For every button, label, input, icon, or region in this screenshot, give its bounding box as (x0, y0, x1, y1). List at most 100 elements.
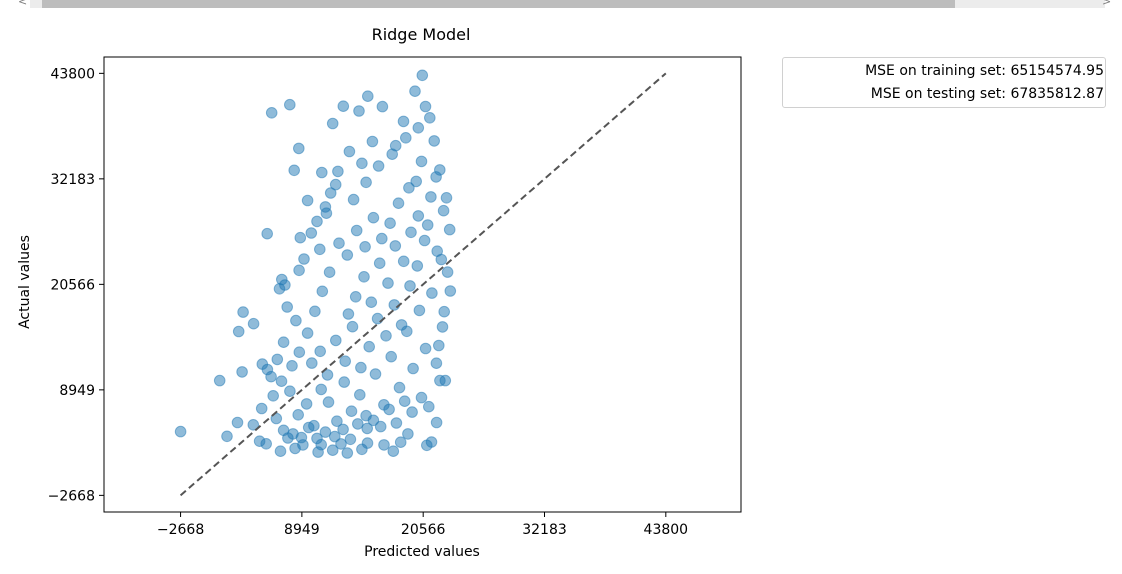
data-point (343, 145, 356, 158)
data-point (354, 389, 366, 401)
data-point (347, 193, 360, 206)
y-tick-label: 8949 (59, 383, 95, 399)
data-point (286, 360, 298, 372)
y-tick-label: 20566 (50, 277, 95, 293)
data-point (265, 370, 277, 383)
data-point (293, 346, 306, 359)
data-point (397, 115, 410, 128)
data-point (397, 255, 410, 268)
y-tick-label: −2668 (48, 488, 95, 504)
data-point (275, 375, 288, 388)
data-point (221, 430, 233, 443)
data-point (277, 336, 290, 349)
data-point (292, 409, 305, 421)
data-point (371, 312, 384, 325)
data-point (415, 391, 428, 404)
data-point (405, 226, 417, 239)
data-point (378, 439, 390, 451)
horizontal-scrollbar[interactable]: < > (0, 0, 1122, 14)
data-point (314, 243, 326, 256)
reference-diagonal-line (179, 72, 667, 497)
data-point (387, 445, 400, 458)
data-point (319, 201, 332, 213)
data-point (267, 390, 280, 402)
data-point (231, 416, 244, 429)
data-point (437, 204, 450, 217)
data-point (438, 305, 451, 318)
data-point (330, 334, 342, 347)
data-point (247, 419, 260, 431)
data-point (300, 398, 313, 410)
data-point (395, 319, 408, 331)
scroll-left-arrow-icon[interactable]: < (18, 0, 28, 8)
data-point (309, 305, 321, 318)
data-point (433, 339, 445, 352)
data-point (213, 374, 226, 387)
data-point (384, 217, 396, 229)
data-point (279, 279, 291, 291)
data-point (311, 432, 323, 445)
chart-title: Ridge Model (372, 25, 471, 44)
data-point (247, 317, 260, 330)
data-point (284, 385, 296, 398)
data-point (359, 241, 371, 253)
data-point (338, 376, 351, 388)
data-point (324, 187, 337, 199)
data-point (386, 148, 399, 160)
data-point (302, 421, 315, 434)
data-point (415, 155, 428, 168)
legend-entry-training-mse: MSE on training set: 65154574.95 (865, 63, 1104, 79)
data-point (274, 445, 287, 458)
data-point (345, 405, 358, 418)
data-point (341, 447, 354, 459)
data-point (344, 433, 357, 446)
data-point (436, 321, 449, 333)
data-point (331, 415, 343, 428)
data-point (440, 192, 453, 204)
data-point (398, 395, 411, 408)
data-point (383, 403, 395, 416)
data-point (312, 446, 324, 458)
data-point (322, 396, 335, 408)
data-point (439, 374, 452, 387)
data-point (342, 308, 355, 320)
data-point (362, 90, 374, 102)
data-point (358, 271, 370, 283)
data-point (393, 381, 406, 394)
x-tick-label: 8949 (284, 522, 320, 538)
data-point (301, 327, 314, 339)
data-point (413, 304, 426, 317)
data-point (346, 320, 359, 333)
x-axis-label: Predicted values (364, 544, 480, 560)
data-point (374, 420, 387, 433)
data-point (411, 260, 424, 272)
x-axis-ticks: −2668 8949 20566 32183 43800 (157, 512, 688, 538)
scrollbar-thumb[interactable] (42, 0, 955, 8)
y-tick-label: 32183 (50, 172, 95, 188)
x-tick-label: 32183 (522, 522, 567, 538)
x-tick-label: −2668 (157, 522, 204, 538)
x-tick-label: 43800 (644, 522, 689, 538)
data-point (329, 430, 341, 443)
data-point (236, 366, 248, 378)
data-point (367, 414, 380, 427)
data-point (289, 442, 301, 455)
data-point (394, 436, 407, 449)
scroll-right-arrow-icon[interactable]: > (1102, 0, 1112, 8)
data-point (380, 330, 392, 342)
data-point (321, 369, 334, 381)
data-point (353, 105, 365, 117)
data-point (404, 280, 416, 292)
data-point (416, 69, 429, 82)
legend-entry-testing-mse: MSE on testing set: 67835812.87 (870, 86, 1104, 102)
data-point (419, 342, 432, 355)
data-point (424, 112, 436, 124)
data-point (355, 361, 367, 374)
data-point (316, 166, 328, 179)
data-point (361, 422, 374, 435)
data-point (428, 135, 441, 147)
data-point (271, 353, 284, 366)
x-tick-label: 20566 (401, 522, 446, 538)
data-point (382, 277, 394, 289)
